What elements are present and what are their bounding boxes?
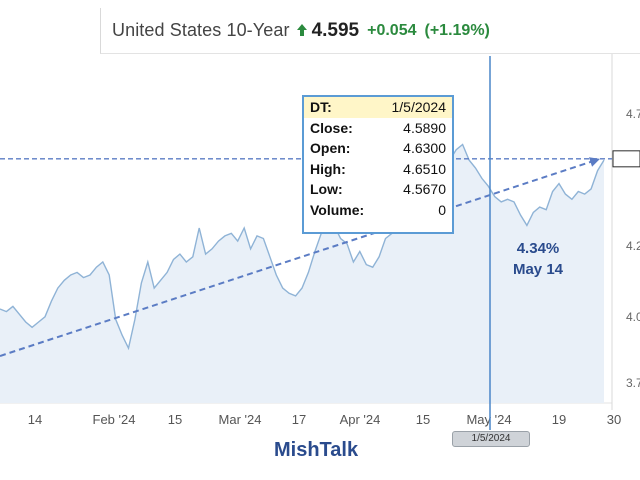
- trend-arrow-head: [588, 157, 600, 167]
- x-tick-label: 15: [416, 412, 430, 427]
- tooltip-row-date: DT: 1/5/2024: [304, 97, 452, 118]
- tooltip-label: DT:: [310, 99, 332, 115]
- crosshair-date-badge: 1/5/2024: [452, 431, 530, 447]
- x-tick-label: May '24: [466, 412, 511, 427]
- x-tick-label: 30: [607, 412, 621, 427]
- up-arrow-icon: [296, 23, 307, 36]
- tooltip-value: 4.5890: [403, 119, 446, 136]
- annotation-value: 4.34%: [516, 240, 560, 257]
- brand-watermark: MishTalk: [274, 439, 359, 461]
- tooltip-label: High:: [310, 160, 346, 177]
- x-tick-label: 14: [28, 412, 42, 427]
- ohlc-tooltip: DT: 1/5/2024 Close: 4.5890 Open: 4.6300 …: [302, 95, 454, 234]
- tooltip-label: Low:: [310, 181, 343, 197]
- tooltip-value: 4.6300: [403, 140, 446, 156]
- tooltip-value: 0: [438, 201, 446, 218]
- tooltip-label: Close:: [310, 119, 353, 136]
- low-annotation: 4.34% May 14: [500, 238, 576, 280]
- annotation-date: May 14: [512, 261, 564, 278]
- tooltip-row-low: Low: 4.5670: [304, 179, 452, 200]
- tooltip-value: 4.5670: [403, 181, 446, 197]
- trend-line: [0, 159, 595, 357]
- last-price: 4.595: [311, 19, 360, 41]
- tooltip-row-high: High: 4.6510: [304, 159, 452, 180]
- y-tick-label: 4.7: [626, 107, 640, 121]
- tooltip-row-open: Open: 4.6300: [304, 138, 452, 159]
- x-tick-label: Feb '24: [93, 412, 136, 427]
- tooltip-value: 1/5/2024: [391, 99, 447, 115]
- x-tick-label: 19: [552, 412, 566, 427]
- x-tick-label: 15: [168, 412, 182, 427]
- y-tick-label: 4.2: [626, 239, 640, 253]
- last-price-marker: [612, 150, 640, 168]
- y-tick-label: 3.7: [626, 376, 640, 390]
- tooltip-label: Volume:: [310, 201, 365, 218]
- x-tick-label: Apr '24: [340, 412, 381, 427]
- tooltip-value: 4.6510: [403, 160, 446, 177]
- tooltip-row-close: Close: 4.5890: [304, 118, 452, 139]
- y-axis-labels: 3.74.04.24.54.75.0: [626, 39, 640, 390]
- y-tick-label: 4.0: [626, 310, 640, 324]
- instrument-title: United States 10-Year: [112, 20, 290, 40]
- price-change: +0.054: [367, 21, 417, 39]
- price-change-percent: (+1.19%): [424, 21, 490, 39]
- x-tick-label: 17: [292, 412, 306, 427]
- x-tick-label: Mar '24: [219, 412, 262, 427]
- quote-header: United States 10-Year 4.595 +0.054 (+1.1…: [100, 8, 640, 54]
- yield-line: [0, 143, 605, 351]
- tooltip-label: Open:: [310, 140, 351, 156]
- x-axis-labels: 14 Feb '24 15 Mar '24 17 Apr '24 15 May '24 19 30: [28, 412, 621, 427]
- tooltip-row-volume: Volume: 0: [304, 200, 452, 221]
